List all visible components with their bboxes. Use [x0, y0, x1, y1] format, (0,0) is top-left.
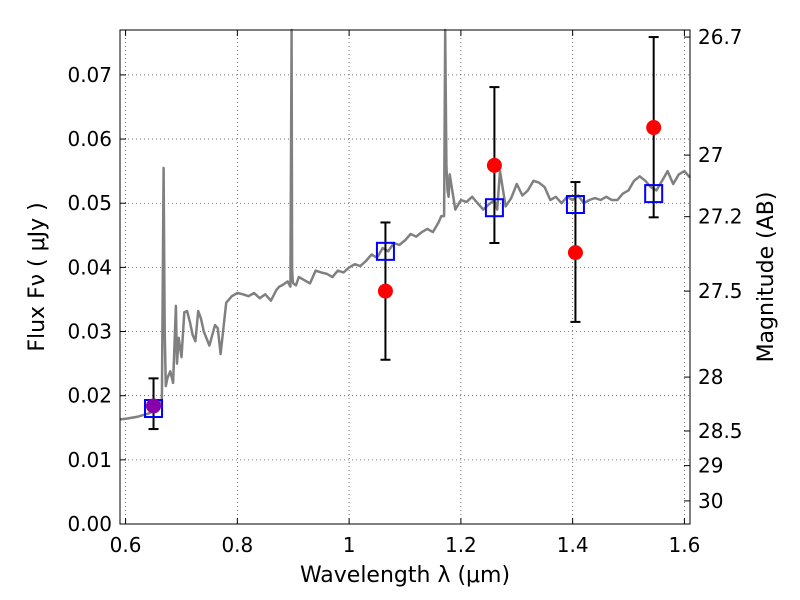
model-photometry-point — [565, 195, 585, 215]
y2-tick-label: 29 — [698, 454, 723, 478]
y-tick-label: 0.05 — [67, 191, 112, 215]
y-tick-label: 0.04 — [67, 255, 112, 279]
x-tick-label: 1.6 — [669, 533, 701, 557]
y-axis-label: Flux Fν ( μJy ) — [25, 202, 50, 351]
y-tick-label: 0.06 — [67, 127, 112, 151]
y2-tick-label: 28.5 — [698, 419, 743, 443]
model-photometry-point — [484, 198, 504, 218]
observed-points — [146, 120, 662, 414]
observed-point — [646, 120, 662, 136]
observed-point — [377, 283, 393, 299]
x-axis-ticks: 0.6 0.8 1 1.2 1.4 1.6 — [110, 30, 701, 557]
y-tick-label: 0.02 — [67, 384, 112, 408]
x-tick-label: 0.8 — [221, 533, 253, 557]
observed-point — [567, 245, 583, 261]
observed-point — [486, 157, 502, 173]
y2-axis-label: Magnitude (AB) — [754, 192, 779, 363]
y-tick-label: 0.07 — [67, 63, 112, 87]
y2-tick-label: 28 — [698, 365, 723, 389]
y2-tick-label: 26.7 — [698, 25, 743, 49]
y-tick-label: 0.00 — [67, 512, 112, 536]
x-tick-label: 1.2 — [445, 533, 477, 557]
x-tick-label: 1 — [343, 533, 356, 557]
x-tick-label: 1.4 — [557, 533, 589, 557]
y2-tick-label: 27.5 — [698, 279, 743, 303]
y2-tick-label: 30 — [698, 489, 723, 513]
x-axis-label: Wavelength λ (μm) — [300, 563, 510, 588]
observed-point — [146, 398, 162, 414]
model-photometry-point — [375, 241, 395, 261]
model-photometry-points — [144, 184, 664, 419]
plot-background — [120, 30, 690, 524]
model-photometry-point — [644, 184, 664, 204]
y-tick-label: 0.03 — [67, 320, 112, 344]
y-tick-label: 0.01 — [67, 448, 112, 472]
y-axis-ticks: 0.00 0.01 0.02 0.03 0.04 0.05 0.06 0.07 — [67, 63, 126, 536]
x-tick-label: 0.6 — [110, 533, 142, 557]
y2-tick-label: 27 — [698, 143, 723, 167]
y2-axis-ticks: 26.7 27 27.2 27.5 28 28.5 29 30 — [684, 25, 743, 513]
plot-frame — [119, 29, 691, 525]
y2-tick-label: 27.2 — [698, 205, 743, 229]
